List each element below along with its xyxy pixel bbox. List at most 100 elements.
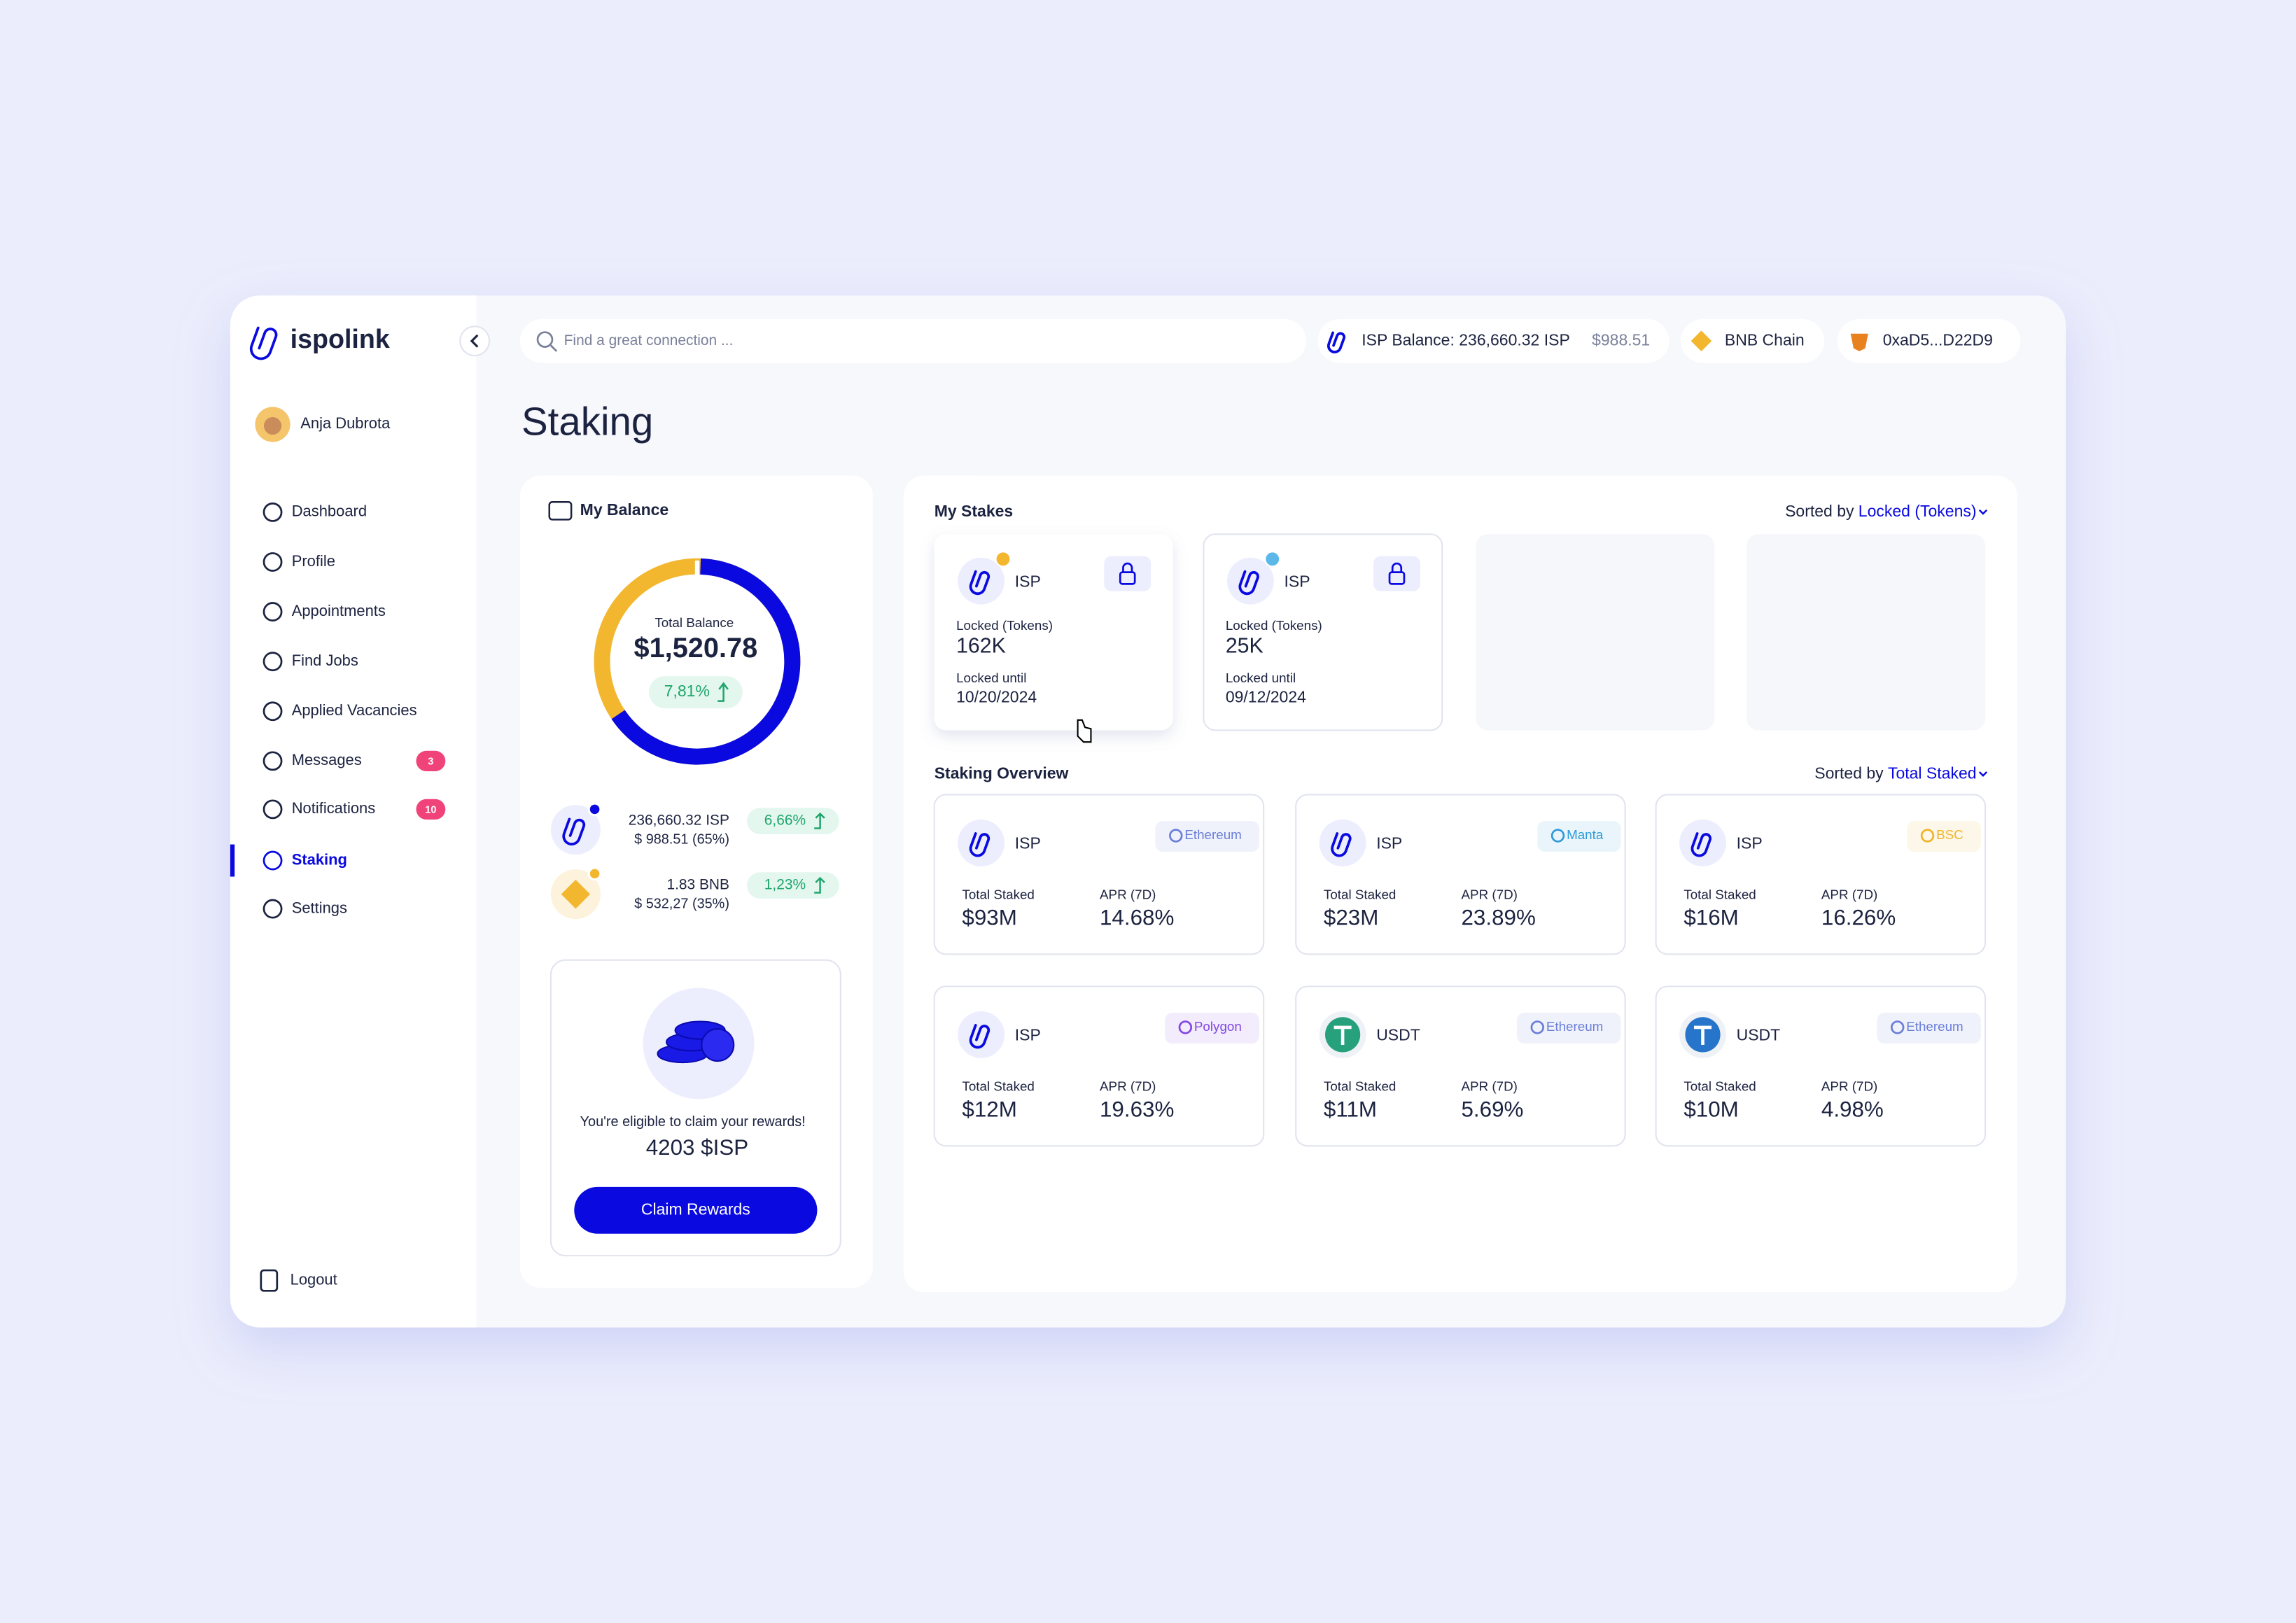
token-glyph (1693, 1025, 1712, 1046)
nav-item[interactable]: Messages 3 (262, 750, 446, 771)
pool-card[interactable] (933, 985, 1265, 1147)
pool-apr: 5.69% (1461, 1097, 1523, 1121)
asset-usd: $ 988.51 (65%) (634, 832, 729, 848)
wallet-pill[interactable] (1837, 318, 2021, 363)
stake-label: Locked (Tokens) (1226, 618, 1322, 633)
total-change: 7,81% (664, 682, 710, 700)
pool-card[interactable] (1295, 985, 1626, 1147)
badge-count: 10 (425, 804, 436, 815)
pool-total: $16M (1684, 905, 1738, 929)
stake-token: ISP (1284, 572, 1310, 590)
isp-icon (969, 1024, 990, 1049)
network-icon (1530, 1020, 1545, 1034)
sort-label: Sorted by (1814, 764, 1884, 782)
avatar-face (263, 416, 282, 435)
pool-token: ISP (1737, 834, 1763, 852)
pool-card[interactable] (1655, 794, 1987, 955)
user-name: Anja Dubrota (300, 414, 391, 432)
chain-pill[interactable] (1681, 318, 1825, 363)
network-label: Ethereum (1184, 827, 1242, 842)
nav-label: Applied Vacancies (292, 701, 417, 719)
lock-body (1119, 571, 1136, 585)
nav-item[interactable]: Dashboard (262, 502, 367, 522)
lock-box (1104, 556, 1152, 591)
collapse-chevron (470, 334, 479, 348)
lock-shackle (1122, 562, 1133, 572)
logout-label: Logout (290, 1270, 337, 1288)
nav-item[interactable]: Find Jobs (262, 652, 358, 672)
stake-locked: 162K (956, 634, 1006, 657)
isp-icon (969, 570, 990, 596)
network-pill (1165, 1013, 1259, 1044)
pool-label: Total Staked (962, 887, 1034, 902)
pool-card[interactable] (933, 794, 1265, 955)
stake-until: 10/20/2024 (956, 688, 1037, 706)
pool-label: APR (7D) (1821, 887, 1877, 902)
pool-card-bg (933, 794, 1265, 955)
section-title: Staking Overview (934, 764, 1069, 782)
search-icon (536, 331, 554, 348)
token-icon-bg (1226, 557, 1274, 605)
pool-card[interactable] (1295, 794, 1626, 955)
network-label: Ethereum (1906, 1019, 1963, 1034)
asset-amount: 1.83 BNB (666, 877, 729, 893)
nav-icon (262, 552, 283, 572)
nav-item[interactable]: Settings (262, 899, 347, 919)
bnb-icon (1690, 330, 1712, 352)
nav-item[interactable]: Staking (230, 844, 347, 877)
pool-total: $23M (1324, 905, 1378, 929)
stake-label: Locked until (1226, 670, 1296, 685)
pool-card-bg (933, 985, 1265, 1147)
pool-label: Total Staked (1684, 887, 1756, 902)
up-arrow (718, 682, 729, 702)
pool-card[interactable] (1655, 985, 1987, 1147)
search-icon-handle (550, 344, 558, 352)
isp-icon (562, 817, 586, 846)
claim-button-bg (574, 1186, 818, 1234)
nav-item[interactable]: Appointments (262, 602, 386, 621)
nav-icon (262, 502, 283, 522)
token-icon-bg (958, 1011, 1005, 1058)
network-pill (1517, 1013, 1621, 1044)
network-label: Polygon (1194, 1019, 1242, 1034)
pool-apr: 16.26% (1821, 905, 1896, 929)
token-icon-bg (958, 557, 1005, 605)
pool-label: Total Staked (962, 1079, 1034, 1094)
token-icon-bg (958, 820, 1005, 866)
network-icon (1178, 1020, 1193, 1034)
isp-icon (1331, 832, 1352, 857)
pool-label: APR (7D) (1821, 1079, 1877, 1094)
coin-front (701, 1027, 735, 1062)
stake-placeholder (1746, 534, 1986, 731)
sort-chevron (1978, 771, 1988, 778)
asset-icon-bg (550, 805, 601, 855)
logout[interactable]: Logout (260, 1269, 337, 1292)
sort-key[interactable]: Locked (Tokens) (1858, 502, 1977, 520)
pool-card-bg (1655, 794, 1987, 955)
nav-item[interactable]: Profile (262, 552, 335, 572)
network-icon (1550, 829, 1565, 843)
pool-token: USDT (1737, 1026, 1781, 1044)
network-label: Ethereum (1546, 1019, 1604, 1034)
network-icon (1169, 829, 1183, 843)
claim-button[interactable]: Claim Rewards (574, 1186, 818, 1234)
active-indicator (230, 844, 235, 877)
search-bar[interactable] (519, 318, 1306, 363)
stake-placeholder (1476, 534, 1715, 731)
collapse-button[interactable] (459, 325, 491, 357)
asset-amount: 236,660.32 ISP (629, 813, 729, 829)
pool-apr: 4.98% (1821, 1097, 1884, 1121)
sort-key[interactable]: Total Staked (1888, 764, 1977, 782)
token-icon-bg (1679, 820, 1726, 866)
pool-total: $12M (962, 1097, 1016, 1121)
badge-count: 3 (428, 756, 433, 767)
pool-token: USDT (1376, 1026, 1420, 1044)
nav-item[interactable]: Applied Vacancies (262, 701, 417, 722)
nav-label: Messages (292, 751, 362, 768)
nav-label: Staking (292, 850, 347, 868)
stake-locked: 25K (1226, 634, 1264, 657)
rewards-box (550, 959, 841, 1257)
nav-item[interactable]: Notifications 10 (262, 799, 446, 820)
network-icon (1890, 1020, 1905, 1034)
pool-label: APR (7D) (1461, 887, 1517, 902)
